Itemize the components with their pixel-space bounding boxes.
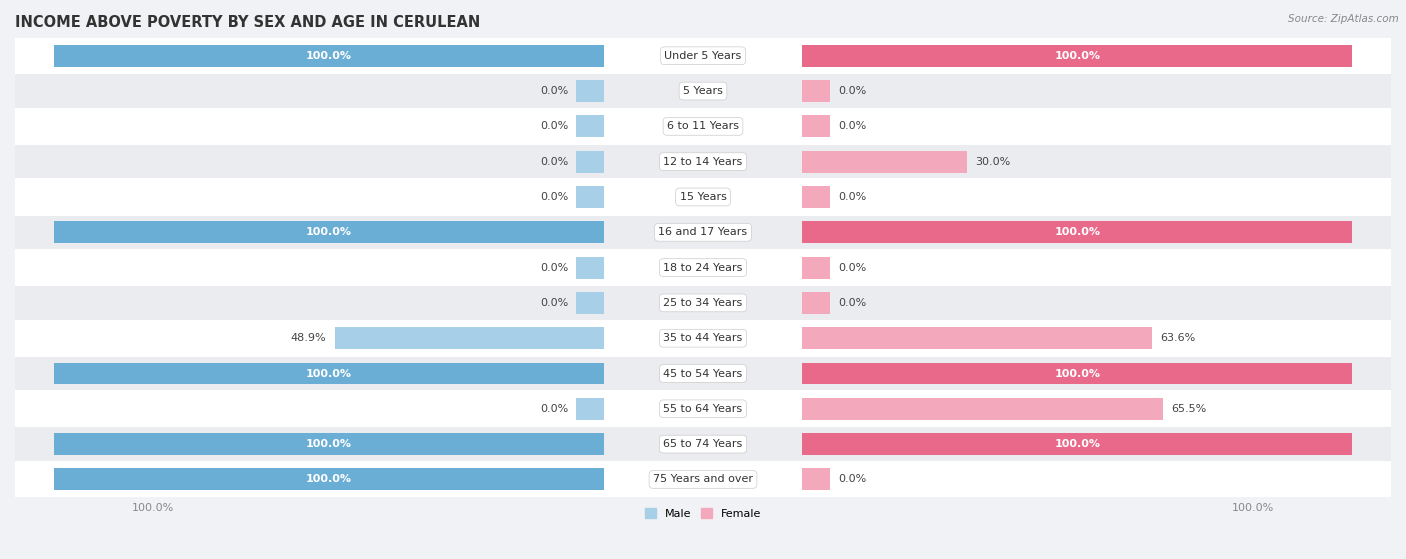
Bar [15,108,1391,144]
Text: 0.0%: 0.0% [540,298,568,308]
Bar [15,250,1391,285]
Text: 100.0%: 100.0% [305,475,352,485]
Text: 0.0%: 0.0% [838,192,866,202]
Text: 100.0%: 100.0% [1054,368,1101,378]
Bar [576,115,605,138]
Text: 100.0%: 100.0% [1054,51,1101,61]
Text: 100.0%: 100.0% [1054,439,1101,449]
Bar [576,186,605,208]
Text: 0.0%: 0.0% [838,86,866,96]
Text: 0.0%: 0.0% [838,263,866,273]
Text: 0.0%: 0.0% [540,86,568,96]
Bar [801,221,1353,243]
Bar [15,356,1391,391]
Bar [801,327,1152,349]
Bar [801,80,830,102]
Bar [576,292,605,314]
Bar [15,73,1391,108]
Text: 6 to 11 Years: 6 to 11 Years [666,121,740,131]
Bar [53,468,605,490]
Bar [15,462,1391,497]
Bar [15,179,1391,215]
Text: 18 to 24 Years: 18 to 24 Years [664,263,742,273]
Bar [801,363,1353,385]
Bar [801,398,1163,420]
Bar [53,221,605,243]
Text: 16 and 17 Years: 16 and 17 Years [658,228,748,237]
Text: 100.0%: 100.0% [305,51,352,61]
Bar [53,45,605,67]
Bar [801,186,830,208]
Text: 100.0%: 100.0% [305,228,352,237]
Text: 65 to 74 Years: 65 to 74 Years [664,439,742,449]
Text: 63.6%: 63.6% [1160,333,1195,343]
Text: 45 to 54 Years: 45 to 54 Years [664,368,742,378]
Bar [15,391,1391,427]
Text: 100.0%: 100.0% [305,439,352,449]
Text: Source: ZipAtlas.com: Source: ZipAtlas.com [1288,14,1399,24]
Legend: Male, Female: Male, Female [641,504,765,524]
Bar [576,80,605,102]
Text: 75 Years and over: 75 Years and over [652,475,754,485]
Text: 30.0%: 30.0% [976,157,1011,167]
Text: 5 Years: 5 Years [683,86,723,96]
Text: 35 to 44 Years: 35 to 44 Years [664,333,742,343]
Bar [576,151,605,173]
Text: 55 to 64 Years: 55 to 64 Years [664,404,742,414]
Bar [801,257,830,278]
Text: 0.0%: 0.0% [540,157,568,167]
Text: 100.0%: 100.0% [305,368,352,378]
Bar [15,144,1391,179]
Text: INCOME ABOVE POVERTY BY SEX AND AGE IN CERULEAN: INCOME ABOVE POVERTY BY SEX AND AGE IN C… [15,15,481,30]
Bar [15,320,1391,356]
Bar [801,468,830,490]
Text: 100.0%: 100.0% [1054,228,1101,237]
Text: 0.0%: 0.0% [540,404,568,414]
Text: 48.9%: 48.9% [291,333,326,343]
Bar [15,215,1391,250]
Bar [576,398,605,420]
Bar [53,363,605,385]
Bar [801,45,1353,67]
Bar [335,327,605,349]
Text: 12 to 14 Years: 12 to 14 Years [664,157,742,167]
Text: 0.0%: 0.0% [838,475,866,485]
Text: 0.0%: 0.0% [540,263,568,273]
Bar [801,151,967,173]
Text: 15 Years: 15 Years [679,192,727,202]
Bar [801,433,1353,455]
Text: Under 5 Years: Under 5 Years [665,51,741,61]
Bar [576,257,605,278]
Bar [15,38,1391,73]
Text: 0.0%: 0.0% [838,298,866,308]
Text: 65.5%: 65.5% [1171,404,1206,414]
Text: 0.0%: 0.0% [540,192,568,202]
Bar [801,292,830,314]
Text: 0.0%: 0.0% [540,121,568,131]
Bar [15,427,1391,462]
Bar [801,115,830,138]
Text: 0.0%: 0.0% [838,121,866,131]
Text: 25 to 34 Years: 25 to 34 Years [664,298,742,308]
Bar [15,285,1391,320]
Bar [53,433,605,455]
